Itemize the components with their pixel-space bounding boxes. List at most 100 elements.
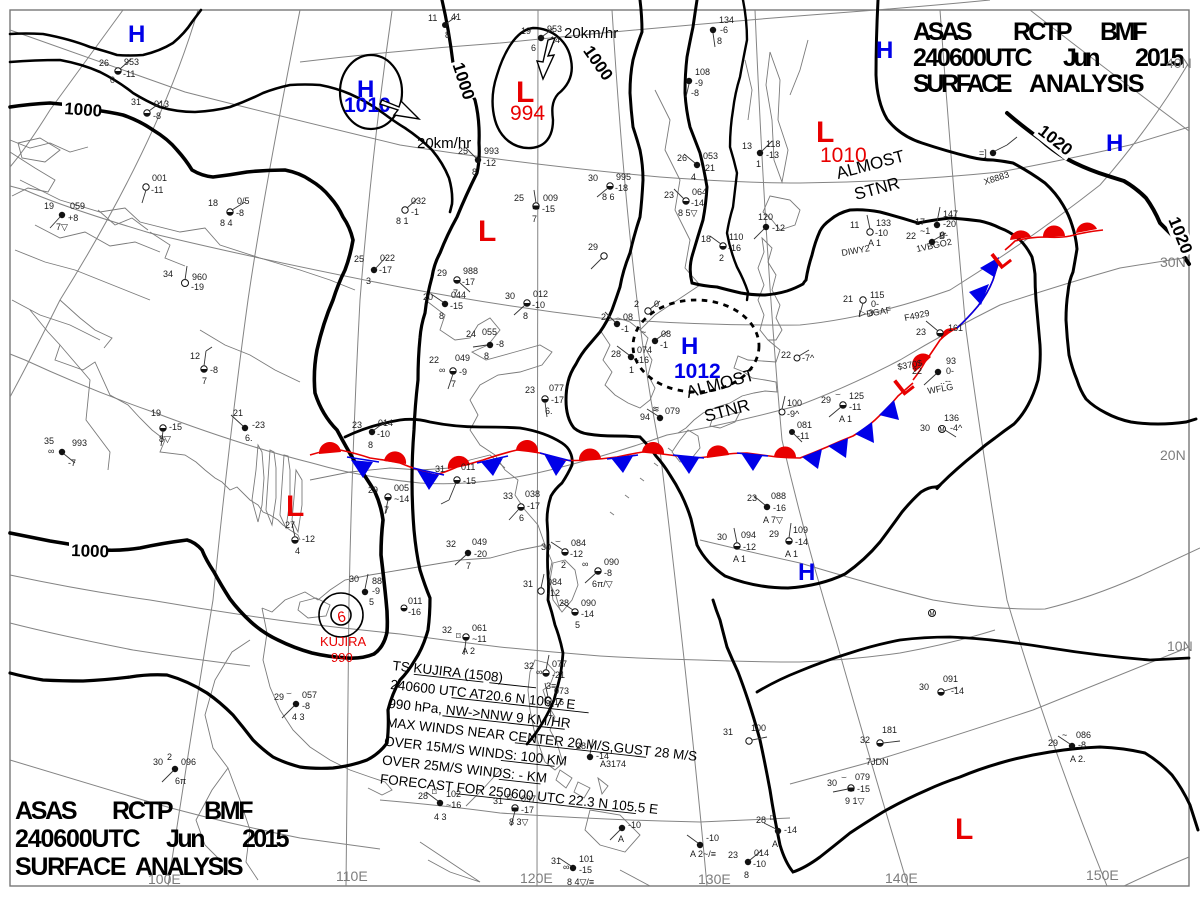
svg-text:RCTP: RCTP [112,797,174,825]
svg-text:049: 049 [455,353,470,363]
svg-text:993: 993 [484,146,499,156]
svg-text:28: 28 [418,791,428,801]
svg-text:DGAF: DGAF [866,305,893,319]
svg-text:-20: -20 [474,549,487,559]
svg-text:4 3: 4 3 [434,812,447,822]
svg-text:-14: -14 [581,609,594,619]
svg-text:-10: -10 [532,300,545,310]
svg-text:$370$: $370$ [897,358,923,372]
svg-text:-17: -17 [379,265,392,275]
svg-text:1: 1 [629,365,634,375]
svg-text:20N: 20N [1160,447,1186,463]
svg-text:~16: ~16 [446,800,461,810]
svg-text:⌑: ⌑ [507,792,512,802]
svg-text:061: 061 [472,623,487,633]
svg-text:240600UTC: 240600UTC [913,44,1033,72]
svg-text:074: 074 [637,345,652,355]
svg-text:8: 8 [445,30,450,40]
svg-text:26: 26 [677,153,687,163]
svg-text:30: 30 [541,542,551,552]
svg-text:-16: -16 [728,243,741,253]
svg-text:-15: -15 [857,784,870,794]
svg-text:086: 086 [1076,730,1091,740]
svg-text:8: 8 [368,440,373,450]
svg-text:⌣: ⌣ [835,389,841,399]
svg-text:-10: -10 [377,429,390,439]
svg-text:~14: ~14 [394,494,409,504]
svg-text:=]: =] [979,148,987,158]
svg-text:25: 25 [458,146,468,156]
svg-text:084: 084 [571,538,586,548]
svg-text:31: 31 [551,856,561,866]
svg-text:-8: -8 [604,568,612,578]
svg-text:2: 2 [601,312,606,322]
svg-text:31: 31 [493,796,503,806]
svg-text:1010: 1010 [344,94,391,117]
svg-text:H: H [681,333,698,360]
svg-text:29: 29 [769,529,779,539]
svg-text:014: 014 [378,418,393,428]
svg-text:~11: ~11 [472,634,487,644]
svg-text:H: H [798,559,815,586]
svg-text:8 4: 8 4 [220,218,233,228]
svg-text:077: 077 [552,659,567,669]
svg-text:001: 001 [152,173,167,183]
svg-text:28: 28 [576,741,586,751]
svg-text:∞: ∞ [582,559,588,569]
svg-text:-10: -10 [875,228,888,238]
svg-text:-11: -11 [849,402,861,412]
svg-text:35: 35 [44,436,54,446]
svg-text:∞: ∞ [563,862,569,872]
svg-text:118: 118 [766,139,780,149]
svg-text:29: 29 [368,485,378,495]
svg-text:960: 960 [192,272,207,282]
svg-text:28: 28 [611,349,621,359]
svg-text:094: 094 [741,530,756,540]
svg-text:0/5: 0/5 [237,196,250,206]
svg-text:-14: -14 [691,198,704,208]
svg-text:30N: 30N [1160,254,1186,270]
svg-text:M: M [940,428,945,434]
svg-text:29: 29 [588,242,598,252]
svg-text:26: 26 [99,58,109,68]
svg-text:WFLG: WFLG [927,382,954,396]
svg-text:079: 079 [665,406,680,416]
svg-text:120E: 120E [520,870,553,886]
svg-text:8 3▽: 8 3▽ [509,817,529,827]
svg-text:⌣: ⌣ [841,772,847,782]
svg-text:⌣: ⌣ [286,688,292,698]
svg-text:~1: ~1 [920,226,930,236]
svg-text:097: 097 [521,794,536,804]
svg-text:18: 18 [208,198,218,208]
svg-text:6.: 6. [545,406,553,416]
svg-text:29: 29 [437,268,447,278]
svg-text:110E: 110E [336,868,368,884]
svg-text:022: 022 [380,253,395,263]
svg-text:-8: -8 [236,208,244,218]
svg-text:M: M [930,612,935,618]
svg-text:-15: -15 [542,204,555,214]
svg-text:21: 21 [843,294,853,304]
svg-text:23: 23 [916,327,926,337]
svg-text:140E: 140E [885,870,918,886]
svg-text:24: 24 [466,329,476,339]
svg-text:6: 6 [531,43,536,53]
svg-text:-13: -13 [766,150,779,160]
svg-text:8 6: 8 6 [602,192,615,202]
svg-text:-18: -18 [615,183,628,193]
svg-text:-10: -10 [628,820,641,830]
svg-text:KUJIRA: KUJIRA [320,634,367,649]
svg-text:34: 34 [163,269,173,279]
svg-text:953: 953 [547,24,562,34]
svg-text:-19: -19 [191,282,204,292]
svg-text:5: 5 [369,597,374,607]
svg-text:L: L [516,76,534,109]
svg-text:-12: -12 [743,542,756,552]
svg-text:29: 29 [1048,738,1058,748]
svg-text:1: 1 [548,708,553,718]
svg-text:A 2.: A 2. [1070,754,1086,764]
svg-text:-11: -11 [797,431,809,441]
svg-text:Jun: Jun [1063,44,1101,72]
svg-text:29: 29 [274,692,284,702]
svg-text:101: 101 [579,854,594,864]
